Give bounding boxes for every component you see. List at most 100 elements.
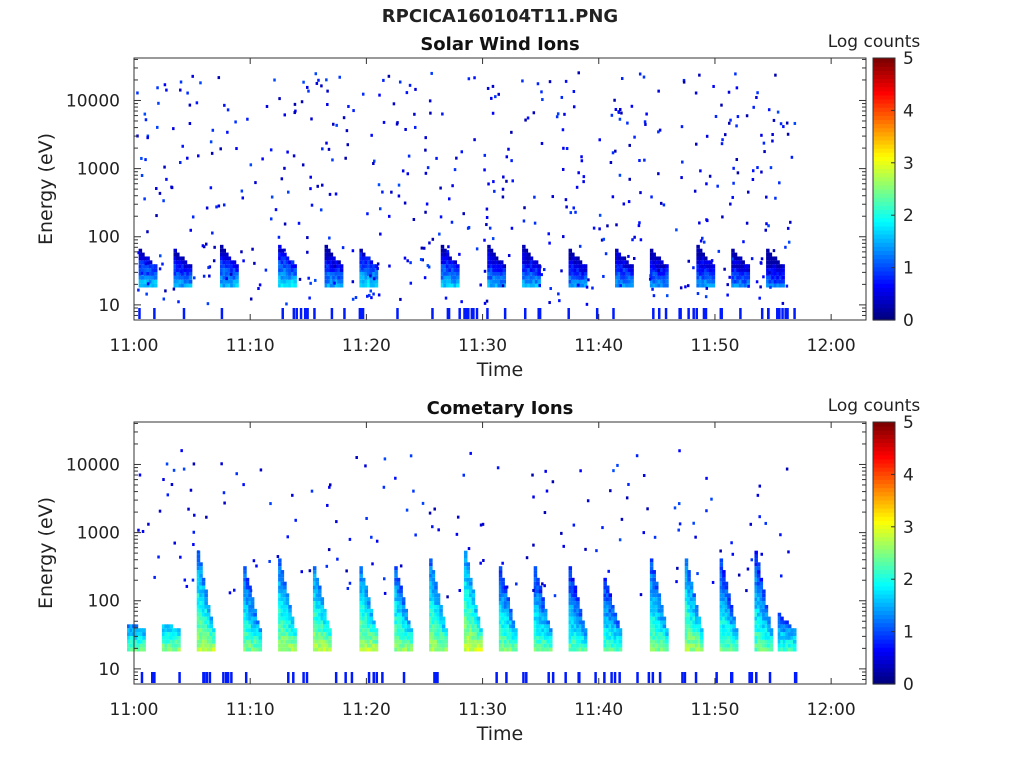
spectrogram-cell xyxy=(398,80,402,84)
spectrogram-cell xyxy=(746,264,751,269)
spectrogram-cell xyxy=(323,608,327,613)
spectrogram-cell xyxy=(209,635,214,640)
spectrogram-cell xyxy=(293,102,297,106)
spectrogram-cell xyxy=(722,635,726,640)
spectrogram-cell xyxy=(157,555,160,559)
spectrogram-cell xyxy=(324,260,329,265)
y-tick-label: 100 xyxy=(88,228,120,248)
spectrogram-cell xyxy=(564,672,567,684)
spectrogram-cell xyxy=(205,242,208,246)
spectrogram-cell xyxy=(638,221,641,225)
spectrogram-cell xyxy=(782,643,787,648)
spectrogram-cell xyxy=(684,589,689,594)
spectrogram-cell xyxy=(196,643,201,648)
spectrogram-cell xyxy=(466,632,471,636)
spectrogram-cell xyxy=(463,612,468,617)
spectrogram-cell xyxy=(578,608,583,613)
spectrogram-cell xyxy=(571,593,575,598)
spectrogram-cell xyxy=(359,620,363,625)
spectrogram-cell xyxy=(609,161,613,165)
spectrogram-cell xyxy=(129,624,134,629)
spectrogram-cell xyxy=(687,573,691,578)
spectrogram-cell xyxy=(161,647,166,652)
spectrogram-cell xyxy=(650,195,653,199)
spectrogram-cell xyxy=(183,578,187,582)
spectrogram-cell xyxy=(191,215,195,219)
spectrogram-cell xyxy=(201,585,206,590)
spectrogram-cell xyxy=(450,283,455,288)
spectrogram-cell xyxy=(524,264,529,269)
spectrogram-cell xyxy=(253,616,257,621)
spectrogram-cell xyxy=(329,279,334,284)
spectrogram-cell xyxy=(502,268,507,272)
spectrogram-cell xyxy=(253,620,257,625)
spectrogram-cell xyxy=(315,597,319,602)
spectrogram-cell xyxy=(285,601,290,605)
spectrogram-cell xyxy=(243,639,247,644)
spectrogram-cell xyxy=(166,493,170,497)
x-tick-label: 12:00 xyxy=(807,336,856,356)
spectrogram-cell xyxy=(498,597,503,602)
spectrogram-cell xyxy=(143,279,148,284)
spectrogram-cell xyxy=(618,639,623,644)
spectrogram-cell xyxy=(280,585,285,590)
spectrogram-cell xyxy=(771,279,775,284)
spectrogram-cell xyxy=(196,616,201,621)
spectrogram-cell xyxy=(754,632,758,636)
spectrogram-cell xyxy=(613,647,618,652)
spectrogram-cell xyxy=(429,643,433,648)
spectrogram-cell xyxy=(757,597,761,602)
spectrogram-cell xyxy=(587,278,590,282)
spectrogram-cell xyxy=(785,628,789,633)
spectrogram-cell xyxy=(540,273,543,277)
spectrogram-cell xyxy=(536,635,540,640)
spectrogram-cell xyxy=(759,639,764,644)
spectrogram-cell xyxy=(293,628,297,633)
spectrogram-cell xyxy=(616,624,620,629)
spectrogram-cell xyxy=(571,620,575,625)
spectrogram-cell xyxy=(153,283,158,288)
spectrogram-cell xyxy=(413,125,417,129)
spectrogram-cell xyxy=(280,632,285,636)
spectrogram-cell xyxy=(705,134,709,138)
spectrogram-cell xyxy=(760,308,764,320)
spectrogram-cell xyxy=(694,612,699,617)
spectrogram-cell xyxy=(773,268,778,272)
spectrogram-cell xyxy=(509,624,513,629)
colorbar-frame xyxy=(872,421,896,685)
spectrogram-cell xyxy=(407,154,411,158)
spectrogram-cell xyxy=(738,275,743,280)
spectrogram-cell xyxy=(662,616,667,621)
spectrogram-cell xyxy=(657,283,662,288)
spectrogram-cell xyxy=(701,275,705,280)
spectrogram-cell xyxy=(469,593,473,598)
spectrogram-cell xyxy=(536,589,540,594)
spectrogram-cell xyxy=(767,632,771,636)
spectrogram-cell xyxy=(734,632,739,636)
spectrogram-cell xyxy=(405,508,409,512)
spectrogram-cell xyxy=(742,240,745,244)
spectrogram-cell xyxy=(693,189,697,193)
spectrogram-cell xyxy=(219,271,224,276)
spectrogram-cell xyxy=(283,271,287,276)
spectrogram-cell xyxy=(649,585,654,590)
spectrogram-cell xyxy=(476,643,481,648)
spectrogram-cell xyxy=(196,632,201,636)
spectrogram-cell xyxy=(327,268,331,272)
spectrogram-cell xyxy=(578,268,583,272)
spectrogram-cell xyxy=(704,256,708,261)
spectrogram-cell xyxy=(235,264,239,269)
spectrogram-cell xyxy=(429,628,433,633)
spectrogram-cell xyxy=(288,647,292,652)
spectrogram-cell xyxy=(369,616,374,621)
spectrogram-cell xyxy=(440,244,445,249)
spectrogram-cell xyxy=(754,550,758,555)
spectrogram-cell xyxy=(734,628,739,633)
spectrogram-cell xyxy=(639,191,642,195)
spectrogram-cell xyxy=(394,585,398,590)
spectrogram-cell xyxy=(573,601,578,605)
spectrogram-cell xyxy=(280,581,285,586)
spectrogram-cell xyxy=(186,156,189,160)
spectrogram-cell xyxy=(562,146,565,150)
spectrogram-cell xyxy=(657,635,662,640)
